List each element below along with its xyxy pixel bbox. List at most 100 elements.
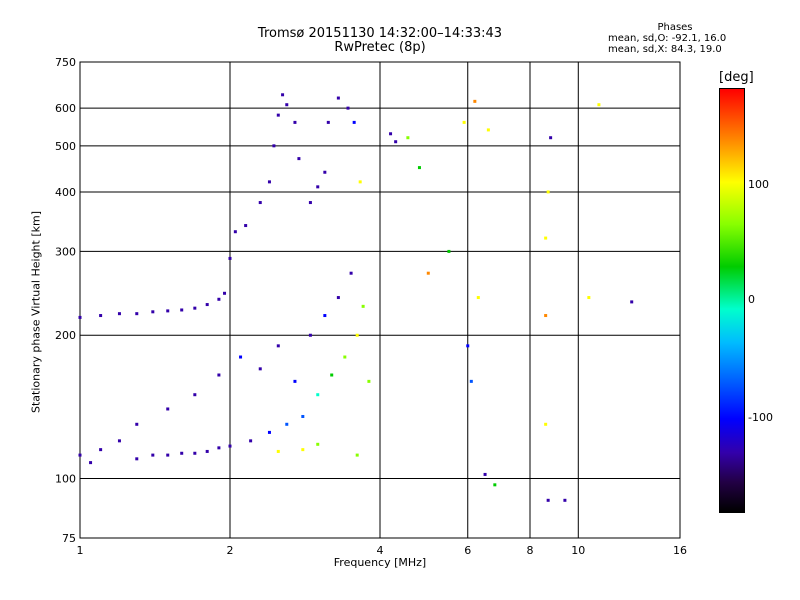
data-point — [406, 136, 410, 140]
phase-legend-heading: Phases — [657, 22, 693, 33]
data-point — [217, 297, 221, 301]
data-point — [426, 271, 430, 275]
x-tick-label: 4 — [377, 544, 384, 557]
data-point — [546, 190, 550, 194]
data-point — [249, 439, 253, 443]
data-point — [544, 422, 548, 426]
data-point — [630, 300, 634, 304]
data-point — [469, 379, 473, 383]
data-point — [323, 170, 327, 174]
data-point — [486, 128, 490, 132]
y-tick-label: 500 — [55, 140, 76, 153]
data-point — [447, 249, 451, 253]
data-point — [99, 448, 103, 452]
data-point — [473, 99, 477, 103]
data-point — [89, 461, 93, 465]
data-point — [228, 444, 232, 448]
data-point — [276, 113, 280, 117]
data-point — [336, 296, 340, 300]
data-point — [117, 439, 121, 443]
data-point — [276, 449, 280, 453]
data-point — [358, 180, 362, 184]
data-point — [297, 157, 301, 161]
data-point — [349, 271, 353, 275]
data-point — [389, 132, 393, 136]
data-point — [258, 367, 262, 371]
data-point — [135, 422, 139, 426]
data-point — [336, 96, 340, 100]
data-point — [343, 355, 347, 359]
data-point — [394, 140, 398, 144]
data-point — [180, 451, 184, 455]
data-point — [223, 291, 227, 295]
x-tick-label: 10 — [571, 544, 585, 557]
data-point — [239, 355, 243, 359]
data-point — [466, 344, 470, 348]
data-point — [217, 446, 221, 450]
data-point — [597, 103, 601, 107]
data-point — [316, 185, 320, 189]
data-point — [301, 414, 305, 418]
data-point — [228, 256, 232, 260]
data-point — [549, 136, 553, 140]
data-point — [151, 310, 155, 314]
data-point — [323, 314, 327, 318]
data-point — [462, 120, 466, 124]
x-axis-label: Frequency [MHz] — [333, 556, 427, 569]
data-point — [544, 236, 548, 240]
data-point — [272, 144, 276, 148]
y-tick-label: 600 — [55, 102, 76, 115]
colorbar-unit: [deg] — [719, 70, 754, 85]
y-axis-label: Stationary phase Virtual Height [km] — [29, 210, 43, 414]
data-point — [355, 453, 359, 457]
data-point — [285, 103, 289, 107]
data-point — [346, 106, 350, 110]
data-point — [293, 379, 297, 383]
y-tick-label: 75 — [62, 532, 76, 545]
data-point — [316, 393, 320, 397]
data-point — [217, 373, 221, 377]
phase-stat-o: mean, sd,O: -92.1, 16.0 — [608, 33, 727, 44]
data-point — [117, 312, 121, 316]
data-point — [180, 308, 184, 312]
data-point — [330, 373, 334, 377]
data-point — [544, 314, 548, 318]
data-point — [78, 315, 82, 319]
colorbar-tick-0: 0 — [748, 293, 755, 306]
data-point — [352, 120, 356, 124]
data-point — [135, 457, 139, 461]
data-point — [301, 448, 305, 452]
data-point — [493, 483, 497, 487]
data-point — [135, 312, 139, 316]
x-tick-label: 6 — [464, 544, 471, 557]
data-point — [193, 306, 197, 310]
y-tick-label: 100 — [55, 473, 76, 486]
data-point — [99, 314, 103, 318]
data-point — [308, 333, 312, 337]
data-point — [546, 498, 550, 502]
x-tick-label: 2 — [227, 544, 234, 557]
y-tick-label: 750 — [55, 56, 76, 69]
phase-legend: Phases mean, sd,O: -92.1, 16.0 mean, sd,… — [600, 22, 750, 55]
colorbar-tick-minus100: -100 — [748, 411, 773, 424]
y-tick-label: 300 — [55, 245, 76, 258]
data-point — [308, 201, 312, 205]
data-point — [267, 430, 271, 434]
x-tick-label: 1 — [77, 544, 84, 557]
data-point — [281, 93, 285, 97]
data-point — [166, 453, 170, 457]
data-point — [293, 120, 297, 124]
data-point — [78, 453, 82, 457]
data-point — [244, 224, 248, 228]
phase-stat-x: mean, sd,X: 84.3, 19.0 — [608, 44, 722, 55]
data-point — [233, 230, 237, 234]
data-point — [326, 120, 330, 124]
chart-subtitle: RwPretec (8p) — [334, 40, 426, 55]
data-point — [193, 393, 197, 397]
data-point — [166, 407, 170, 411]
data-point — [563, 498, 567, 502]
data-point — [587, 296, 591, 300]
data-point — [367, 379, 371, 383]
data-point — [417, 166, 421, 170]
